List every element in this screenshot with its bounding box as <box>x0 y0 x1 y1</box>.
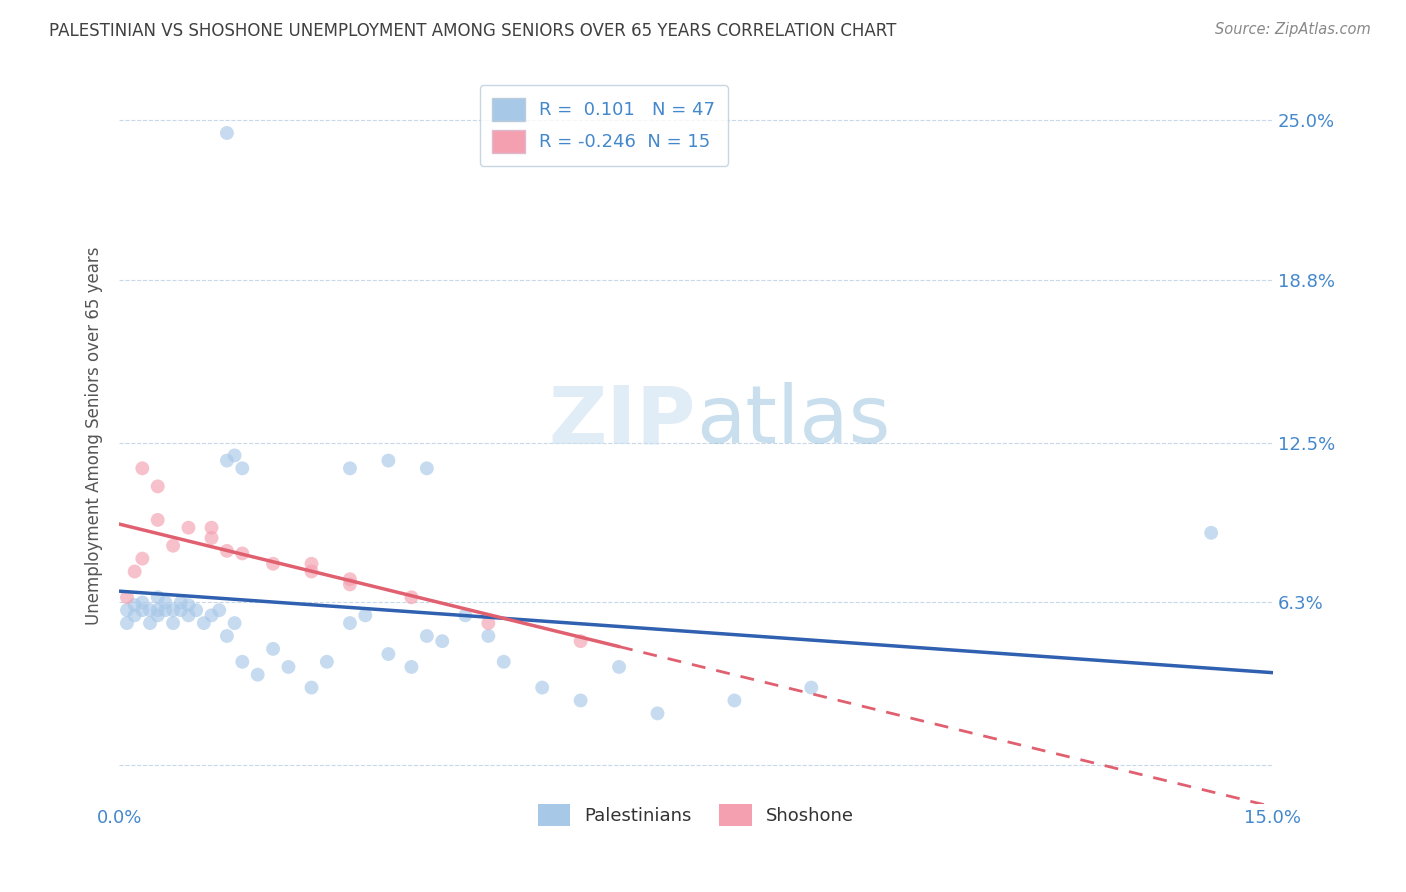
Point <box>200 521 222 535</box>
Point <box>155 595 177 609</box>
Point <box>301 557 323 571</box>
Point <box>607 660 630 674</box>
Text: atlas: atlas <box>696 383 890 460</box>
Point <box>432 634 454 648</box>
Point <box>416 629 439 643</box>
Y-axis label: Unemployment Among Seniors over 65 years: Unemployment Among Seniors over 65 years <box>86 247 103 625</box>
Point <box>146 513 169 527</box>
Point <box>277 660 299 674</box>
Point <box>246 667 269 681</box>
Point <box>186 603 208 617</box>
Point <box>315 655 337 669</box>
Point <box>146 479 169 493</box>
Point <box>177 598 200 612</box>
Text: ZIP: ZIP <box>548 383 696 460</box>
Point <box>354 608 377 623</box>
Point <box>146 608 169 623</box>
Point <box>723 693 745 707</box>
Point <box>224 616 246 631</box>
Point <box>215 453 238 467</box>
Point <box>115 616 138 631</box>
Point <box>401 660 423 674</box>
Point <box>215 544 238 558</box>
Point <box>162 603 184 617</box>
Point <box>569 634 592 648</box>
Point <box>131 595 153 609</box>
Point <box>115 591 138 605</box>
Point <box>1199 525 1222 540</box>
Point <box>124 608 146 623</box>
Point <box>139 616 162 631</box>
Point <box>155 603 177 617</box>
Point <box>162 616 184 631</box>
Point <box>401 591 423 605</box>
Point <box>131 603 153 617</box>
Point <box>262 557 284 571</box>
Point <box>131 461 153 475</box>
Point <box>377 453 399 467</box>
Point <box>339 572 361 586</box>
Point <box>146 591 169 605</box>
Point <box>339 577 361 591</box>
Point <box>162 539 184 553</box>
Point <box>231 655 253 669</box>
Point <box>231 546 253 560</box>
Point <box>800 681 823 695</box>
Point <box>215 629 238 643</box>
Point <box>477 629 499 643</box>
Point <box>416 461 439 475</box>
Point <box>454 608 477 623</box>
Point <box>531 681 554 695</box>
Point <box>200 608 222 623</box>
Point <box>647 706 669 721</box>
Point <box>224 449 246 463</box>
Point <box>146 603 169 617</box>
Point <box>301 565 323 579</box>
Point <box>208 603 231 617</box>
Point <box>477 616 499 631</box>
Point <box>200 531 222 545</box>
Text: Source: ZipAtlas.com: Source: ZipAtlas.com <box>1215 22 1371 37</box>
Legend: Palestinians, Shoshone: Palestinians, Shoshone <box>529 795 863 835</box>
Point <box>339 461 361 475</box>
Point <box>170 603 193 617</box>
Point <box>569 693 592 707</box>
Point <box>177 521 200 535</box>
Point <box>170 595 193 609</box>
Point <box>301 681 323 695</box>
Point <box>193 616 215 631</box>
Point <box>124 565 146 579</box>
Point <box>215 126 238 140</box>
Point <box>115 603 138 617</box>
Point <box>124 598 146 612</box>
Point <box>339 616 361 631</box>
Text: PALESTINIAN VS SHOSHONE UNEMPLOYMENT AMONG SENIORS OVER 65 YEARS CORRELATION CHA: PALESTINIAN VS SHOSHONE UNEMPLOYMENT AMO… <box>49 22 897 40</box>
Point <box>131 551 153 566</box>
Point <box>139 603 162 617</box>
Point <box>177 608 200 623</box>
Point <box>492 655 515 669</box>
Point <box>231 461 253 475</box>
Point <box>377 647 399 661</box>
Point <box>262 641 284 656</box>
